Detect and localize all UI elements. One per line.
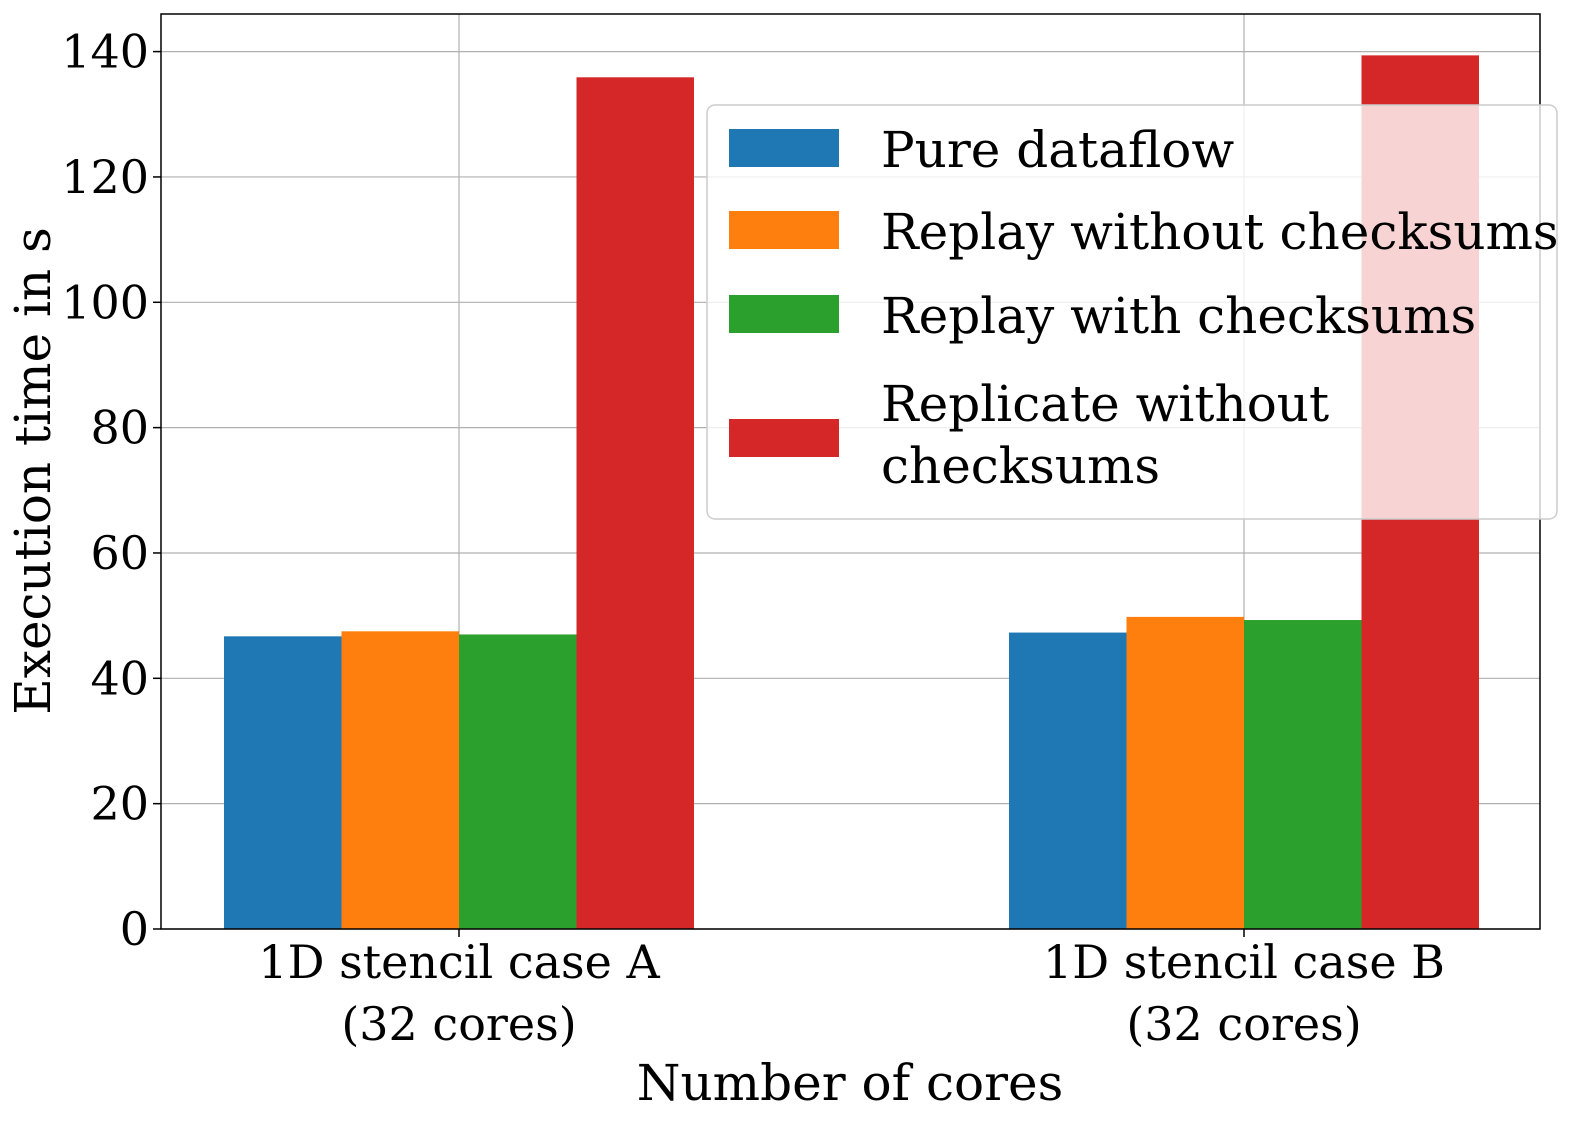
y-tick-label: 120 xyxy=(61,150,149,204)
legend: Pure dataflow Replay without checksums Rep… xyxy=(706,104,1559,520)
y-tick-label: 0 xyxy=(120,902,149,956)
legend-swatch xyxy=(729,211,839,249)
y-tick-label: 40 xyxy=(90,651,149,705)
legend-label: Replicate without checksums xyxy=(881,375,1329,495)
x-tick-label: 1D stencil case A xyxy=(258,935,660,989)
y-axis-label: Execution time in s xyxy=(4,227,62,715)
x-tick-label: (32 cores) xyxy=(341,997,576,1051)
bar-replay-with-checksums-1 xyxy=(459,634,577,929)
y-tick-label: 20 xyxy=(90,777,149,831)
x-tick-label: 1D stencil case B xyxy=(1043,935,1445,989)
bar-replay-with-checksums-2 xyxy=(1244,620,1362,929)
legend-label: Replay with checksums xyxy=(881,287,1476,345)
x-tick-label: (32 cores) xyxy=(1126,997,1361,1051)
bar-replay-without-checksums-1 xyxy=(341,631,459,929)
bar-replay-without-checksums-2 xyxy=(1126,616,1244,929)
bar-replicate-without-checksums-1 xyxy=(576,77,694,929)
y-tick-label: 80 xyxy=(90,401,149,455)
legend-box xyxy=(706,104,1558,520)
x-axis-label: Number of cores xyxy=(637,1054,1064,1112)
legend-label: Pure dataflow xyxy=(881,121,1234,179)
bar-pure-dataflow-2 xyxy=(1009,632,1127,929)
legend-swatch xyxy=(729,295,839,333)
bar-pure-dataflow-1 xyxy=(224,636,342,929)
bars xyxy=(224,55,1479,929)
y-tick-label: 140 xyxy=(61,25,149,79)
y-axis-ticks: 0 20 40 60 80 100 120 140 xyxy=(61,25,161,956)
legend-label: Replay without checksums xyxy=(881,203,1559,261)
legend-swatch xyxy=(729,129,839,167)
y-tick-label: 100 xyxy=(61,275,149,329)
y-tick-label: 60 xyxy=(90,526,149,580)
x-axis-ticks: 1D stencil case A (32 cores) 1D stencil ca… xyxy=(258,929,1445,1051)
legend-swatch xyxy=(729,419,839,457)
